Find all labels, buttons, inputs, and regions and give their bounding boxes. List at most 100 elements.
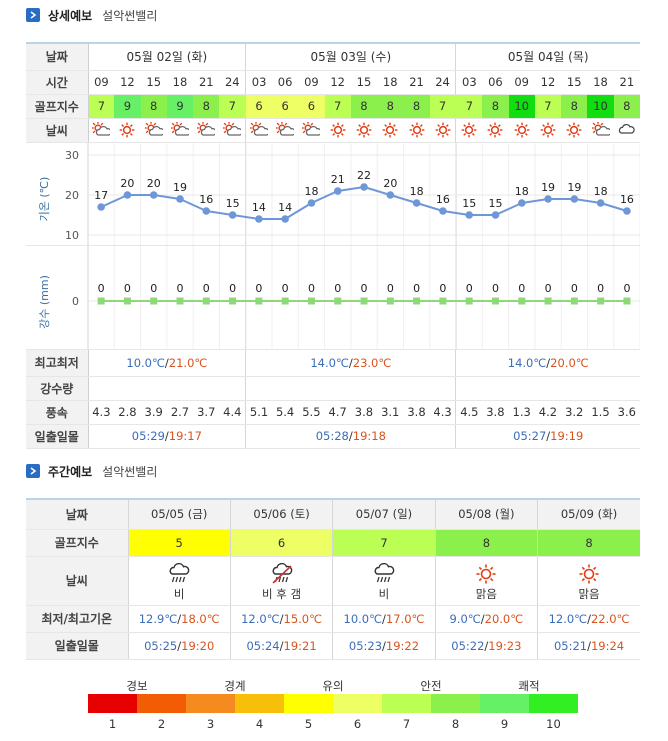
weather-cell xyxy=(429,118,456,143)
rain-then-clear-icon xyxy=(272,563,292,584)
day-1-precip xyxy=(87,376,246,401)
golf-index-legend: 경보 경계 유의 안전 쾌적 1 2 3 4 5 6 7 8 9 10 xyxy=(88,678,578,731)
series-line-segment xyxy=(179,197,207,212)
data-label: 0 xyxy=(177,282,184,295)
series-line-segment xyxy=(153,193,181,200)
wind-cell: 5.4 xyxy=(271,400,299,425)
weekly-weather-label: 날씨 xyxy=(26,556,128,606)
golf-index-cell: 10 xyxy=(508,94,535,119)
data-label: 0 xyxy=(308,282,315,295)
data-label: 0 xyxy=(492,282,499,295)
temperature-chart: 10 20 30 기온 (℃) 17 20 20 19 16 15 14 14 18 21 22 20 18 16… xyxy=(38,142,640,244)
minmax-row: 최고최저 10.0℃/21.0℃ 14.0℃/23.0℃ 14.0℃/20.0℃ xyxy=(26,349,640,377)
legend-number: 5 xyxy=(304,717,313,731)
legend-swatch xyxy=(235,694,284,713)
data-point xyxy=(623,297,631,304)
hour-cell: 18 xyxy=(587,70,614,95)
hour-cell: 03 xyxy=(245,70,272,95)
golf-index-cell: 6 xyxy=(271,94,299,119)
weekly-golf-cell: 8 xyxy=(434,529,538,557)
data-point xyxy=(176,297,184,304)
chevron-right-icon xyxy=(26,8,40,22)
weekly-golf-label: 골프지수 xyxy=(26,529,128,557)
data-point xyxy=(386,190,395,199)
legend-swatch xyxy=(186,694,235,713)
wind-label: 풍속 xyxy=(26,400,88,425)
weekly-date-row: 날짜 05/05 (금) 05/06 (토) 05/07 (일) 05/08 (월) 0… xyxy=(26,499,640,530)
weekly-temp-cell: 10.0℃/17.0℃ xyxy=(332,605,436,633)
precip-amount-label: 강수량 xyxy=(26,376,88,401)
hour-cell: 24 xyxy=(429,70,456,95)
weekly-date-cell: 05/09 (화) xyxy=(537,499,640,530)
data-point xyxy=(255,214,263,223)
data-point xyxy=(202,297,210,304)
wind-cell: 3.9 xyxy=(140,400,167,425)
hour-cell: 12 xyxy=(114,70,141,95)
golf-index-cell: 6 xyxy=(245,94,272,119)
cloud-icon xyxy=(618,124,635,134)
data-point xyxy=(307,198,316,207)
partly-cloudy-icon xyxy=(170,122,189,136)
weather-label: 날씨 xyxy=(26,118,88,143)
date-label: 날짜 xyxy=(26,43,88,71)
partly-cloudy-icon xyxy=(250,122,269,136)
wind-cell: 4.3 xyxy=(429,400,456,425)
series-line-segment xyxy=(206,209,233,216)
legend-swatch xyxy=(431,694,480,713)
hour-cell: 09 xyxy=(87,70,115,95)
day-1-date: 05월 02일 (화) xyxy=(87,43,246,71)
wind-cell: 5.1 xyxy=(245,400,272,425)
weekly-sunrise: 05:25 xyxy=(144,638,178,653)
data-point xyxy=(360,297,368,304)
weekly-temp-cell: 12.9℃/18.0℃ xyxy=(127,605,231,633)
series-line-segment xyxy=(311,189,339,204)
weather-cell xyxy=(455,118,483,143)
data-label: 22 xyxy=(357,169,371,182)
partly-cloudy-icon xyxy=(197,122,216,136)
data-point xyxy=(360,182,368,191)
weekly-sunset: 19:23 xyxy=(488,638,522,653)
legend-number: 7 xyxy=(402,717,411,731)
weekly-sunset: 19:20 xyxy=(181,638,215,653)
wind-cell: 4.7 xyxy=(324,400,351,425)
sun-icon xyxy=(120,122,135,138)
weekly-min-temp: 10.0℃ xyxy=(343,611,383,626)
day-2-min: 14.0℃ xyxy=(310,355,349,370)
weekly-section-header: 주간예보 설악썬밸리 xyxy=(26,462,157,480)
partly-cloudy-icon xyxy=(276,122,295,136)
day-3-minmax: 14.0℃/20.0℃ xyxy=(455,349,640,377)
weather-cell xyxy=(350,118,378,143)
partly-cloudy-icon xyxy=(92,122,111,136)
precip-amount-row: 강수량 xyxy=(26,376,640,401)
day-1-minmax: 10.0℃/21.0℃ xyxy=(87,349,246,377)
golf-index-cell: 10 xyxy=(587,94,614,119)
series-line-segment xyxy=(442,209,470,216)
weekly-sunrise: 05:23 xyxy=(348,638,383,653)
data-label: 0 xyxy=(571,282,578,295)
weekly-date-cell: 05/07 (일) xyxy=(332,499,436,530)
data-label: 0 xyxy=(229,282,236,295)
date-row: 날짜 05월 02일 (화) 05월 03일 (수) 05월 04일 (목) xyxy=(26,43,640,71)
series-line-segment xyxy=(495,201,523,216)
weekly-date-cell: 05/08 (월) xyxy=(434,499,538,530)
data-label: 19 xyxy=(173,181,187,194)
golf-index-cell: 8 xyxy=(193,94,220,119)
hour-cell: 15 xyxy=(350,70,378,95)
weather-cell xyxy=(587,118,614,143)
weekly-weather-cell: 비 xyxy=(332,556,436,606)
day-1-sunrise: 05:29 xyxy=(131,429,165,443)
weekly-temp-label: 최저/최고기온 xyxy=(26,605,128,633)
data-point xyxy=(97,202,105,211)
data-point xyxy=(465,297,473,304)
y-axis-label: 강수 (mm) xyxy=(38,275,51,329)
data-point xyxy=(412,198,421,207)
precipitation-chart-row: 0 강수 (mm) 0 0 0 0 0 0 0 0 0 0 0 0 0 0 0 0 0 0 0 0 0 xyxy=(26,245,640,350)
sun-icon xyxy=(476,564,496,584)
golf-index-cell: 7 xyxy=(87,94,115,119)
partly-cloudy-icon xyxy=(302,122,321,136)
weekly-min-temp: 12.0℃ xyxy=(548,611,588,626)
sun-icon xyxy=(487,122,503,138)
golf-index-label: 골프지수 xyxy=(26,94,88,119)
weekly-weather-cell: 비 후 갬 xyxy=(229,556,333,606)
wind-cell: 3.8 xyxy=(350,400,378,425)
